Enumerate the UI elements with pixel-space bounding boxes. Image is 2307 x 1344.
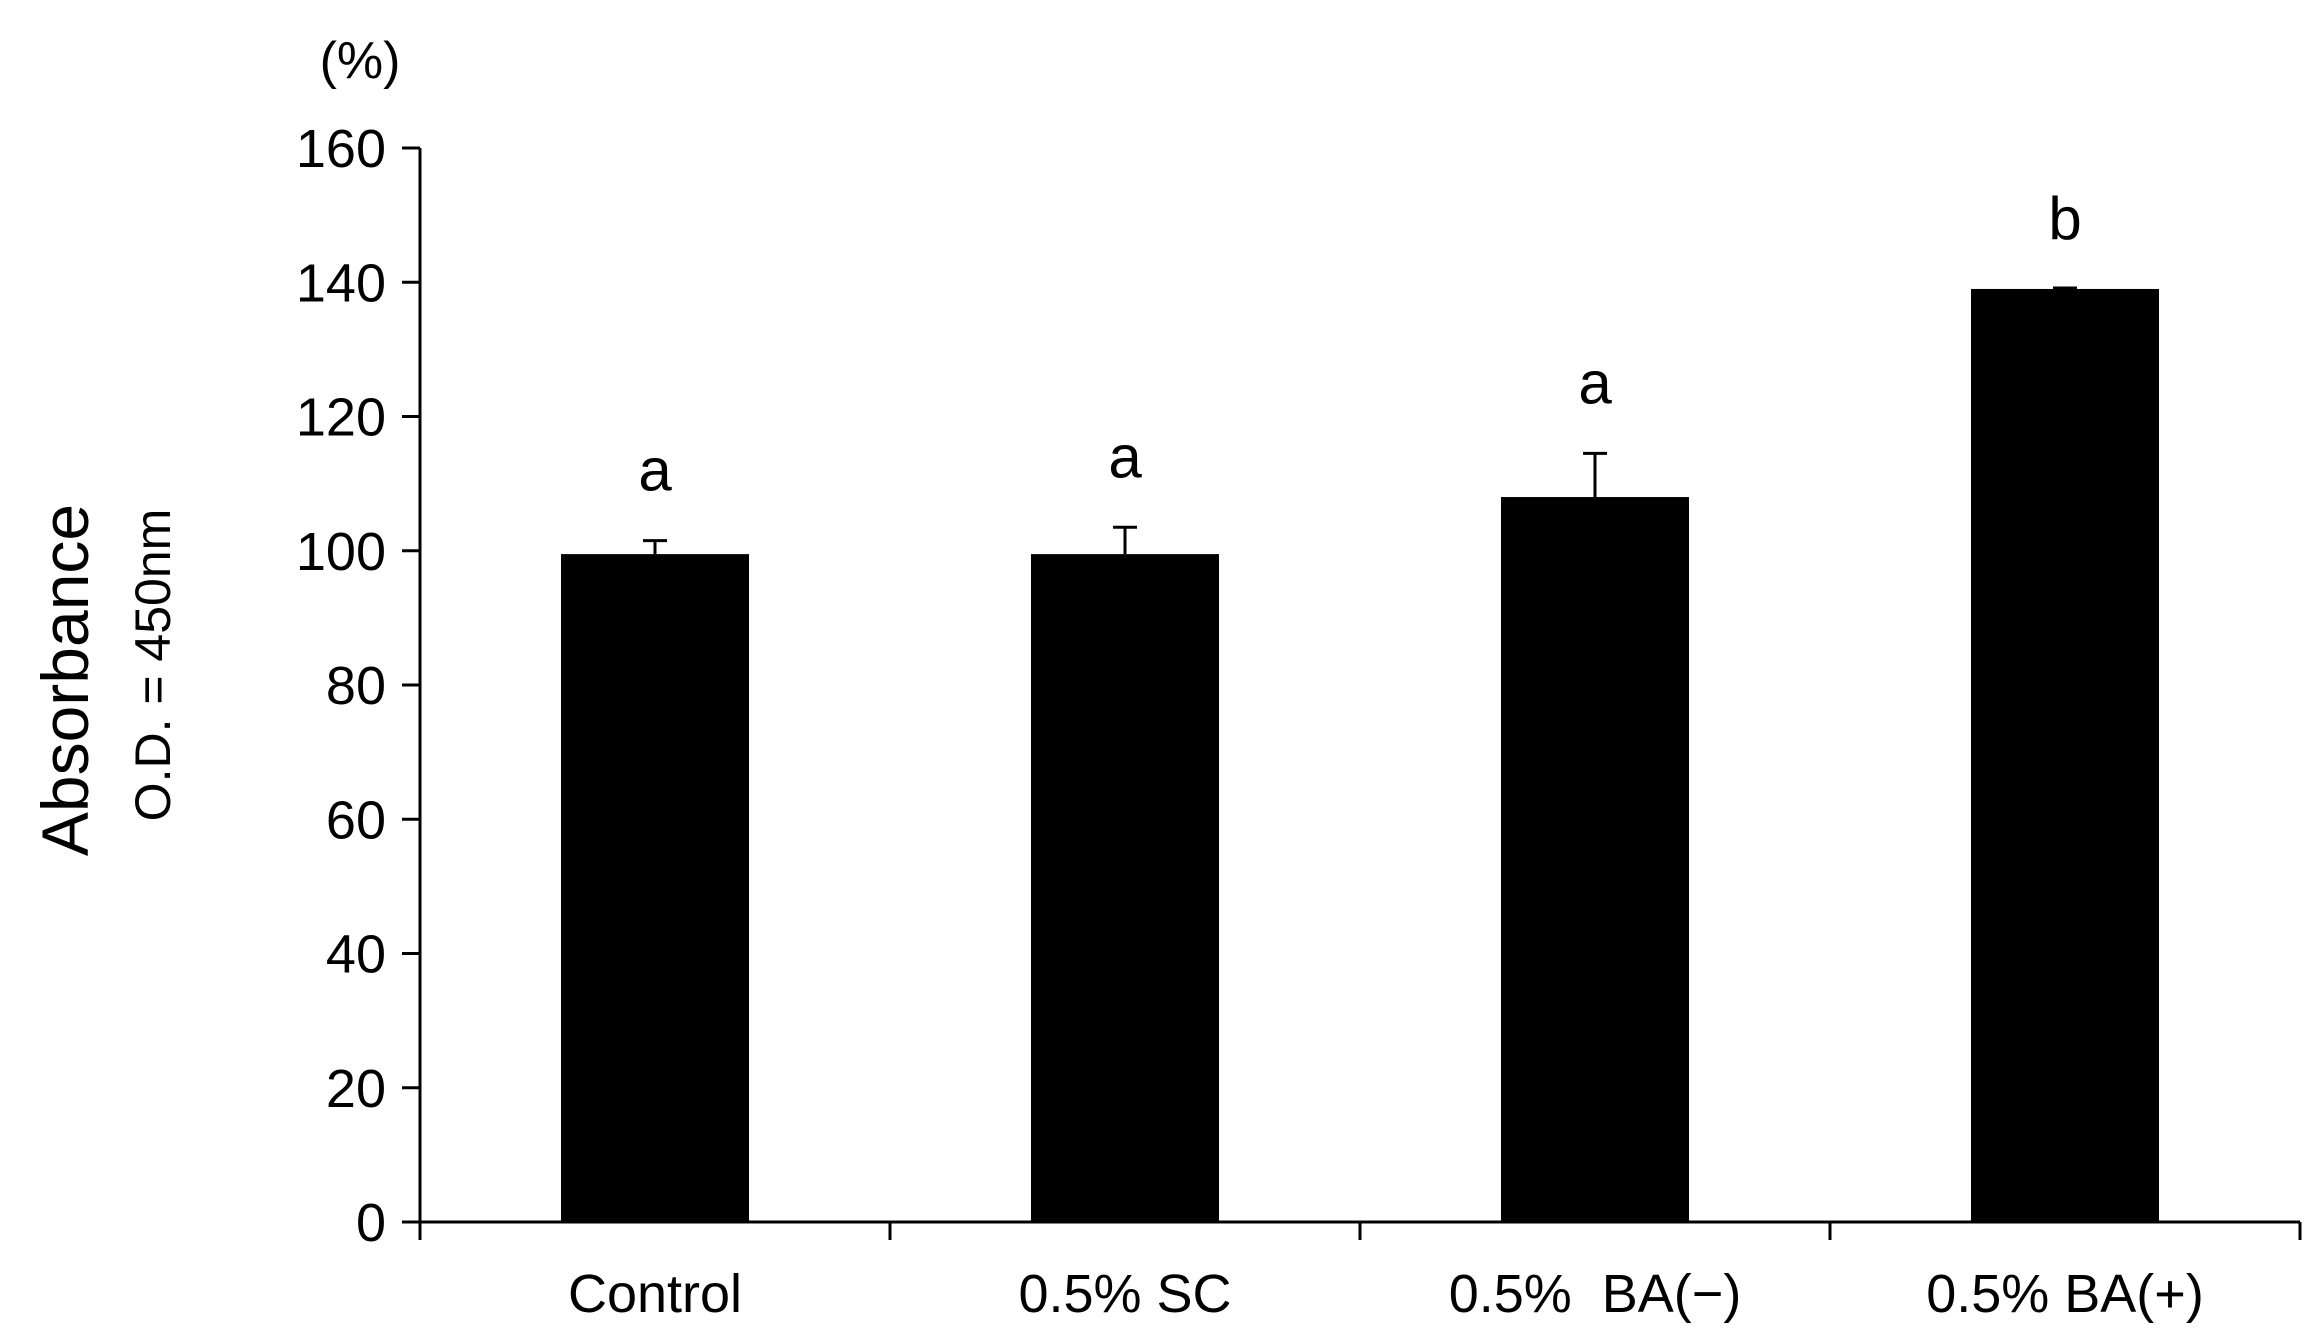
x-category-label: 0.5% BA(+) <box>1926 1264 2204 1324</box>
y-tick-label: 40 <box>326 925 386 985</box>
y-axis-label: Absorbance <box>28 504 102 856</box>
y-axis-title: Absorbance O.D. = 450nm <box>28 504 181 856</box>
y-axis-sublabel: O.D. = 450nm <box>125 509 181 822</box>
y-tick-label: 140 <box>296 253 386 313</box>
y-axis-unit: (%) <box>320 32 401 90</box>
error-bars <box>643 286 2077 555</box>
significance-letters: a a a b <box>638 185 2081 504</box>
y-tick-label: 80 <box>326 656 386 716</box>
bar <box>561 554 749 1222</box>
bar <box>1031 554 1219 1222</box>
y-tick-label: 0 <box>356 1193 386 1253</box>
y-tick-label: 120 <box>296 388 386 448</box>
significance-letter: a <box>1108 423 1142 490</box>
significance-letter: a <box>638 437 672 504</box>
y-tick-label: 100 <box>296 522 386 582</box>
bars <box>561 288 2159 1222</box>
bar <box>1501 497 1689 1222</box>
x-axis-labels: Control 0.5% SC 0.5% BA(−) 0.5% BA(+) <box>568 1264 2204 1324</box>
significance-letter: b <box>2048 185 2081 252</box>
y-tick-label: 60 <box>326 790 386 850</box>
y-tick-label: 20 <box>326 1059 386 1119</box>
y-axis-ticks: 0 20 40 60 80 100 120 140 160 <box>296 119 420 1253</box>
x-category-label: 0.5% SC <box>1018 1264 1231 1324</box>
x-category-label: Control <box>568 1264 742 1324</box>
y-tick-label: 160 <box>296 119 386 179</box>
bar <box>1971 288 2159 1222</box>
x-category-label: 0.5% BA(−) <box>1449 1264 1742 1324</box>
significance-letter: a <box>1578 349 1612 416</box>
